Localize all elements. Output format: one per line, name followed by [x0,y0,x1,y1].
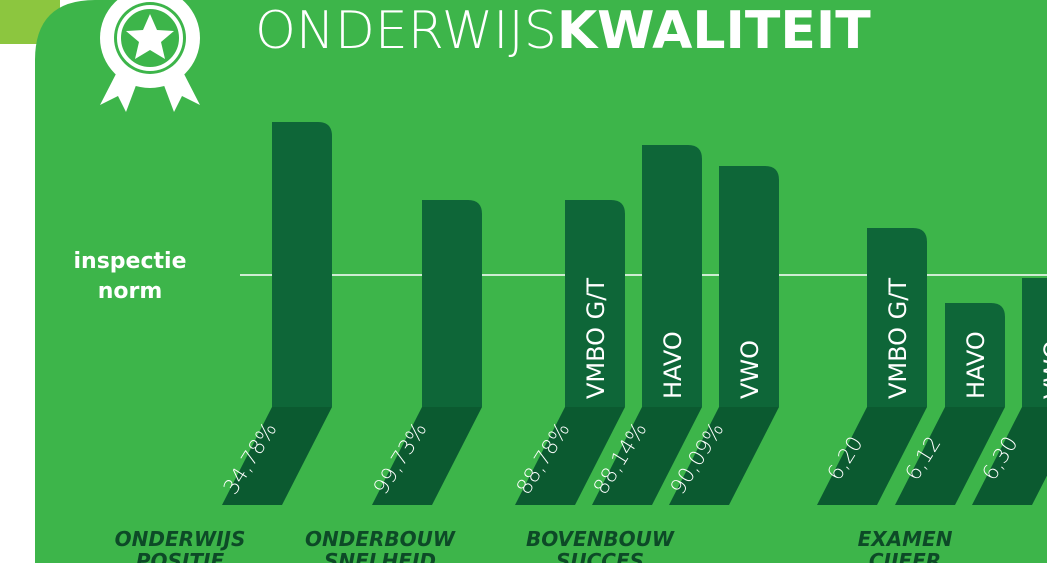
group-label: POSITIE [136,549,225,563]
bar-base [515,407,625,505]
bar-name: VWO [736,340,764,399]
bar-name: HAVO [962,331,990,399]
bar-base [895,407,1005,505]
bar [565,200,625,407]
badge-icon [100,0,200,112]
bar-base [372,407,482,505]
bar [719,166,779,407]
group-label: SUCCES [556,549,644,563]
bar [867,228,927,407]
group-label: BOVENBOUW [526,527,675,551]
title: ONDERWIJSKWALITEIT [255,1,871,61]
group-label: CIJFER [869,549,941,563]
bar-base [972,407,1047,505]
bar-name: VWO [1039,340,1047,399]
bar [1022,278,1047,407]
group-label: ONDERBOUW [305,527,456,551]
group-label: EXAMEN [858,527,953,551]
group-label: SNELHEID [324,549,436,563]
title-bold: KWALITEIT [557,1,871,61]
bar [272,122,332,407]
group-label: ONDERWIJS [115,527,246,551]
bar-base [669,407,779,505]
bar-base [222,407,332,505]
bar-base [817,407,927,505]
bar-base [592,407,702,505]
norm-label: inspectie [74,249,187,274]
bars: 34,78%ONDERWIJSPOSITIE99,73%ONDERBOUWSNE… [115,122,1047,563]
bar-name: VMBO G/T [582,278,610,399]
title-light: ONDERWIJS [255,1,557,61]
bar [642,145,702,407]
bar [945,303,1005,407]
bar-name: HAVO [659,331,687,399]
bar [422,200,482,407]
norm-label: norm [98,279,163,304]
bar-name: VMBO G/T [884,278,912,399]
